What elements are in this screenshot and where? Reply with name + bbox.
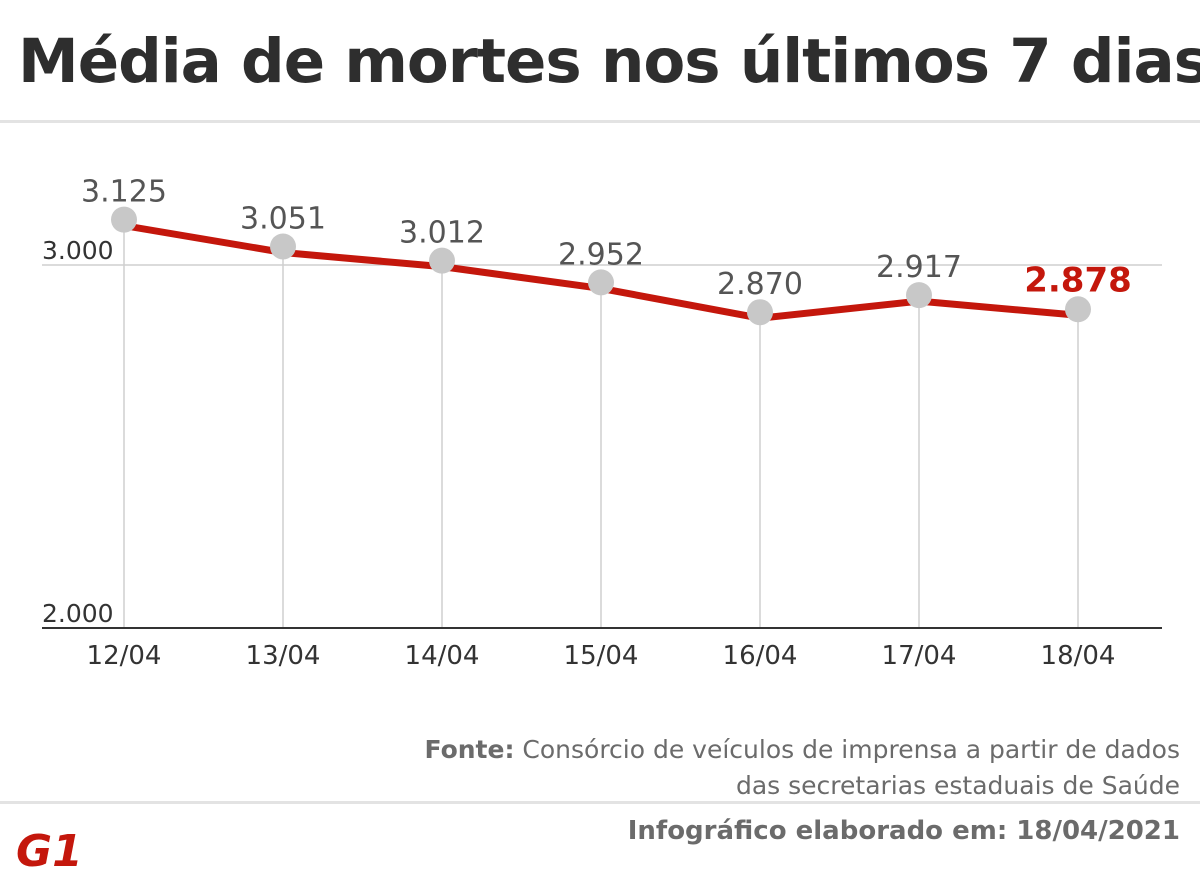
g1-logo: G1 <box>16 826 83 872</box>
data-points <box>111 206 1091 326</box>
x-tick-label: 17/04 <box>882 641 957 671</box>
credit-note: Infográfico elaborado em: 18/04/2021 <box>627 816 1180 846</box>
x-tick-label: 12/04 <box>87 641 162 671</box>
chart-title: Média de mortes nos últimos 7 dias <box>18 26 1200 97</box>
data-label: 3.051 <box>240 201 326 236</box>
line-chart: 2.000 3.000 12/04 13/04 14/04 15/04 16/04 17/0… <box>42 175 1162 671</box>
y-tick-label: 2.000 <box>42 599 114 628</box>
y-tick-label: 3.000 <box>42 236 114 265</box>
g1-logo-text: G1 <box>16 826 83 872</box>
x-tick-label: 14/04 <box>405 641 480 671</box>
title-divider <box>0 120 1200 123</box>
data-label: 2.952 <box>558 237 644 272</box>
data-point <box>906 282 932 309</box>
footer-divider <box>0 801 1200 804</box>
data-point <box>747 299 773 326</box>
data-point <box>588 269 614 296</box>
y-axis-labels: 2.000 3.000 <box>42 236 114 628</box>
data-labels: 3.125 3.051 3.012 2.952 2.870 2.917 2.878 <box>81 175 1132 303</box>
data-point <box>270 233 296 260</box>
x-tick-label: 15/04 <box>564 641 639 671</box>
data-label: 3.012 <box>399 216 485 251</box>
drop-lines <box>123 219 1079 628</box>
source-label: Fonte: <box>424 735 515 764</box>
data-point <box>429 247 455 274</box>
data-label: 3.125 <box>81 175 167 210</box>
data-point <box>1065 296 1091 323</box>
data-label: 2.917 <box>876 250 962 285</box>
data-point <box>111 206 137 233</box>
data-label: 2.870 <box>717 267 803 302</box>
highlight-data-label: 2.878 <box>1024 260 1132 300</box>
x-tick-label: 13/04 <box>246 641 321 671</box>
source-text: Consórcio de veículos de imprensa a part… <box>522 735 1180 800</box>
x-tick-label: 16/04 <box>723 641 798 671</box>
x-tick-label: 18/04 <box>1041 641 1116 671</box>
x-axis-labels: 12/04 13/04 14/04 15/04 16/04 17/04 18/04 <box>87 641 1116 671</box>
source-note: Fonte: Consórcio de veículos de imprensa… <box>420 732 1181 804</box>
